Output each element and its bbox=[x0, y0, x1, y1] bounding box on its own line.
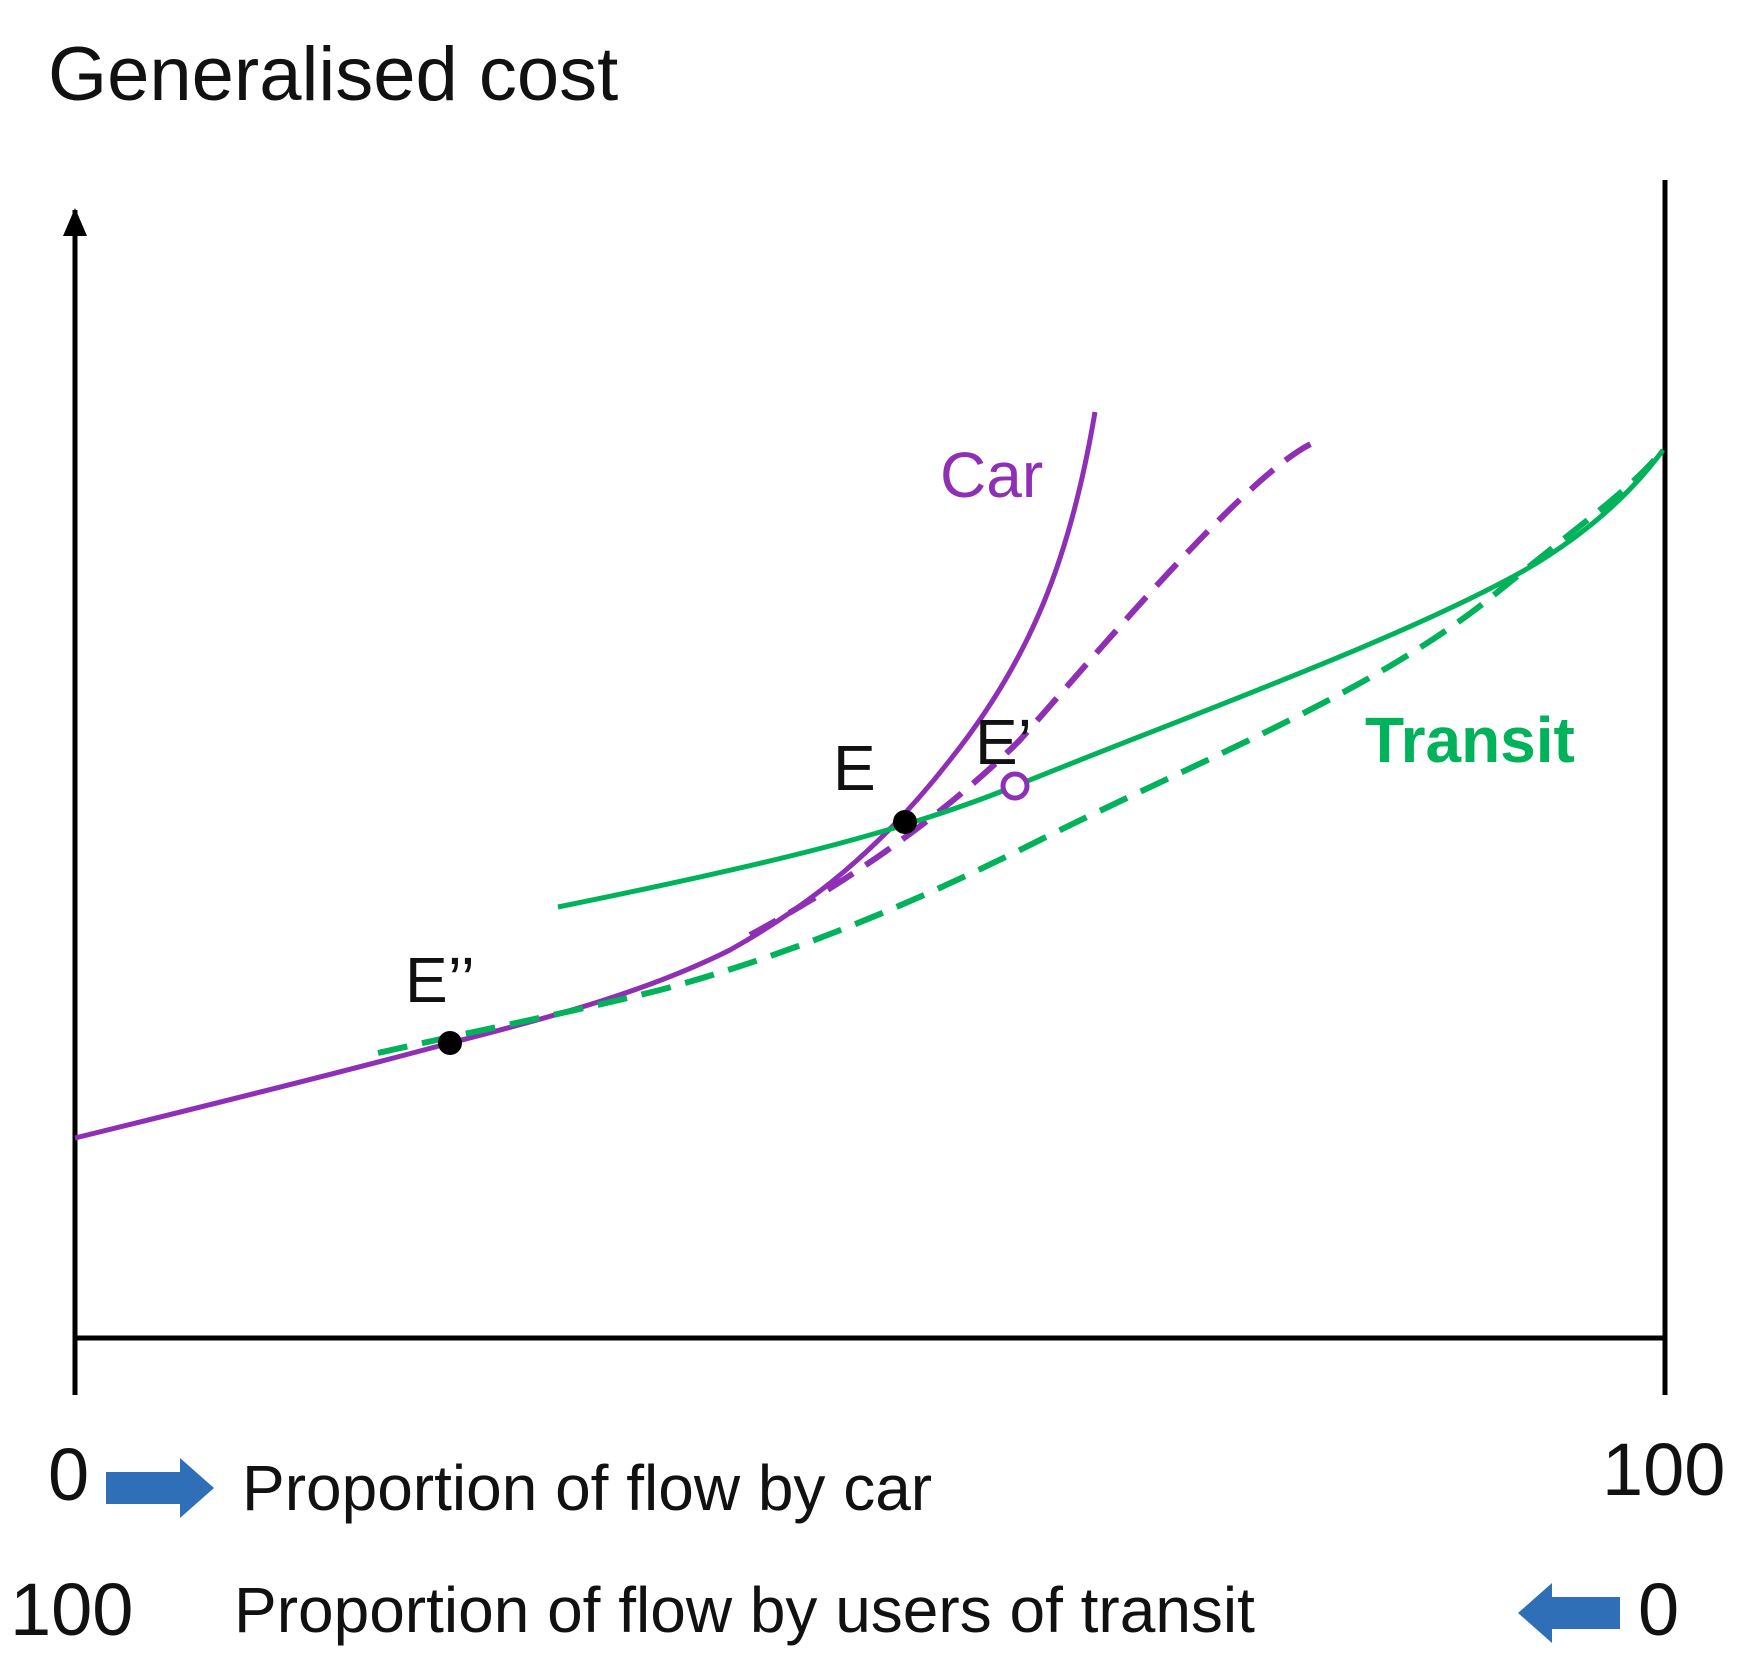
right-arrow-icon bbox=[106, 1458, 214, 1518]
car-curve-label: Car bbox=[940, 439, 1043, 511]
point-E-prime-label: E’ bbox=[975, 706, 1032, 778]
point-E-label: E bbox=[833, 732, 876, 804]
point-E bbox=[893, 810, 917, 834]
car-axis-end: 100 bbox=[1602, 1428, 1725, 1511]
point-E-double-prime bbox=[438, 1031, 462, 1055]
car-curve bbox=[74, 411, 1098, 1141]
car-axis-label: Proportion of flow by car bbox=[242, 1452, 932, 1524]
transit-axis-start: 100 bbox=[10, 1568, 133, 1651]
left-arrow-icon bbox=[1518, 1583, 1620, 1643]
transit-axis-label: Proportion of flow by users of transit bbox=[234, 1574, 1255, 1646]
transit-shifted-curve bbox=[377, 448, 1666, 1056]
transit-axis-end: 0 bbox=[1638, 1568, 1679, 1651]
y-axis-title: Generalised cost bbox=[48, 32, 618, 117]
car-axis-start: 0 bbox=[48, 1433, 89, 1516]
point-E-double-prime-label: E’’ bbox=[405, 944, 475, 1016]
transit-curve bbox=[557, 448, 1666, 910]
point-E-prime bbox=[1000, 771, 1030, 801]
car-shifted-curve bbox=[748, 439, 1317, 938]
y-axis-arrowhead bbox=[63, 208, 87, 236]
transit-curve-label: Transit bbox=[1365, 704, 1575, 776]
